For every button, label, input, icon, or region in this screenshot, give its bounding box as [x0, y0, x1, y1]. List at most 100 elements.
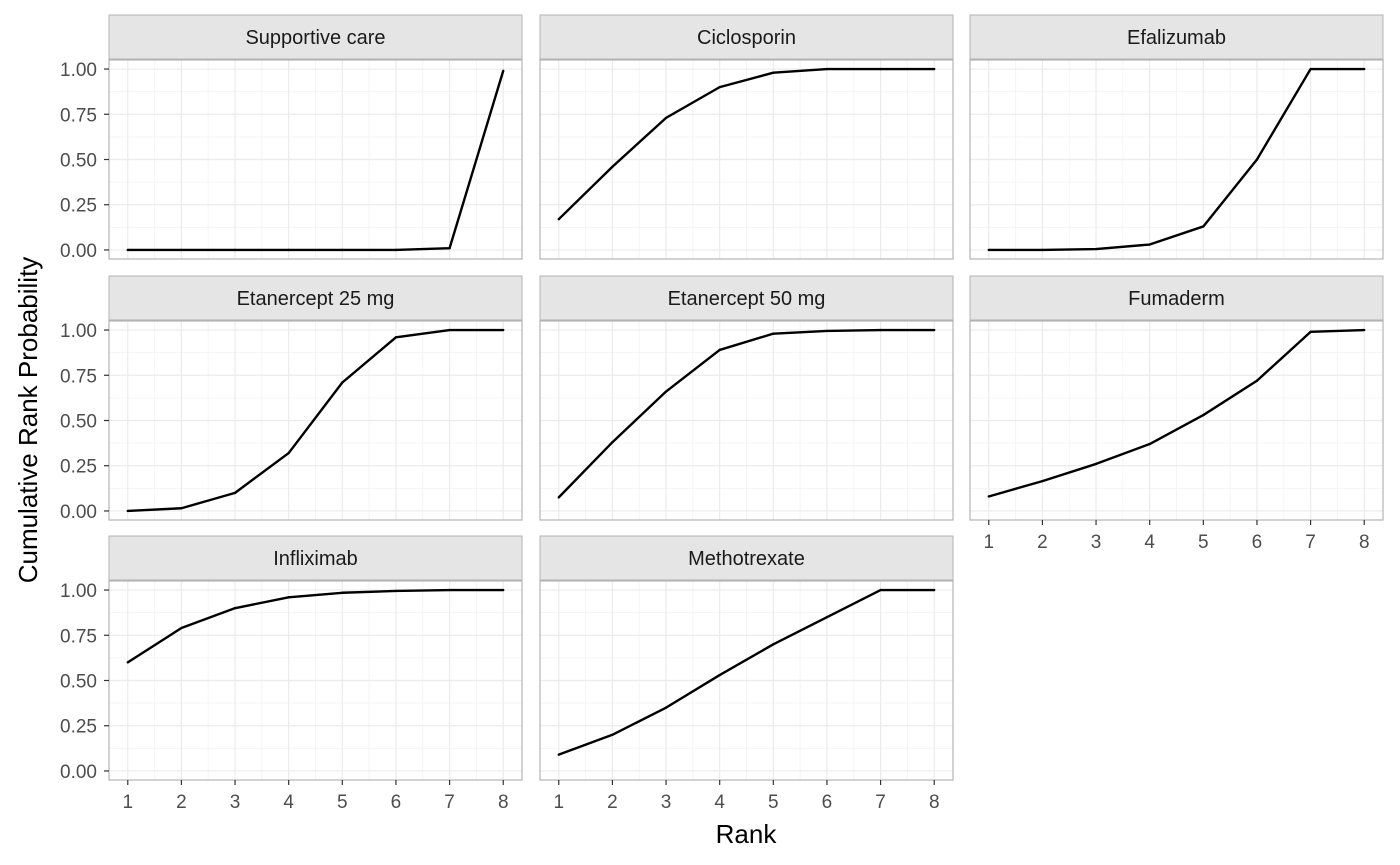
data-point [718, 85, 721, 89]
x-tick-label: 1 [122, 792, 133, 813]
data-point [933, 588, 936, 592]
data-point [1094, 247, 1098, 251]
x-axis-title: Rank [716, 819, 778, 849]
data-point [1255, 379, 1259, 382]
panel-border [969, 59, 1384, 260]
x-tick-label: 2 [607, 792, 618, 813]
data-point [180, 626, 183, 630]
facet-title: Fumaderm [1128, 288, 1225, 310]
y-tick-label: 0.25 [60, 196, 97, 217]
x-tick-label: 7 [444, 792, 455, 813]
facet-strip [539, 14, 954, 60]
data-point [1309, 67, 1312, 71]
data-point [448, 328, 451, 332]
data-point [718, 348, 721, 352]
x-tick-label: 7 [875, 792, 886, 813]
y-tick-label: 0.75 [60, 366, 97, 387]
x-tick-label: 4 [1144, 532, 1155, 553]
data-point [987, 495, 990, 498]
data-point [825, 67, 829, 71]
data-point [394, 336, 398, 339]
y-tick-label: 0.75 [60, 626, 97, 647]
facet-panel: Efalizumab [969, 14, 1384, 260]
x-tick-label: 6 [391, 792, 402, 813]
data-point [502, 588, 505, 592]
data-point [557, 496, 560, 499]
data-point [825, 329, 829, 333]
data-point [1363, 328, 1366, 332]
x-tick-label: 3 [1091, 532, 1102, 553]
data-point [180, 248, 183, 252]
y-tick-label: 0.00 [60, 762, 97, 783]
data-point [126, 661, 129, 664]
y-tick-label: 1.00 [60, 581, 97, 602]
data-point [987, 248, 990, 252]
facet-panel: Methotrexate 1 2 3 4 5 6 7 8 [539, 535, 954, 813]
x-tick-label: 2 [176, 792, 187, 813]
x-tick-label: 7 [1305, 532, 1316, 553]
facet-panel: Infliximab 0.00 0.25 0.50 0.75 1.00 1 2 3 4 5 6 7 8 [60, 535, 523, 813]
x-tick-label: 6 [1252, 532, 1263, 553]
data-point [287, 596, 290, 599]
x-tick-label: 5 [768, 792, 779, 813]
data-point [1309, 330, 1312, 334]
data-point [718, 673, 721, 677]
y-tick-label: 0.75 [60, 105, 97, 126]
facet-title: Efalizumab [1127, 27, 1226, 49]
y-tick-label: 0.00 [60, 241, 97, 262]
data-point [394, 248, 398, 252]
data-point [448, 246, 451, 250]
series-line [127, 328, 504, 513]
data-point [341, 381, 344, 384]
data-point [502, 69, 505, 73]
facet-panel: Fumaderm 1 2 3 4 5 6 7 8 [969, 275, 1384, 553]
data-point [557, 753, 560, 756]
data-point [1094, 462, 1098, 466]
series-line [127, 588, 504, 664]
data-point [1041, 248, 1044, 252]
data-point [825, 615, 829, 619]
data-point [1202, 225, 1205, 228]
y-tick-label: 0.25 [60, 457, 97, 478]
x-tick-label: 5 [1198, 532, 1209, 553]
data-point [664, 390, 668, 393]
panel-border [539, 580, 954, 781]
data-point [502, 328, 505, 332]
series-line [988, 328, 1365, 498]
facet-strip [108, 275, 523, 321]
series-line [558, 588, 935, 756]
facet-panel: Supportive care 0.00 0.25 0.50 0.75 1.00 [60, 14, 523, 262]
data-point [664, 706, 668, 709]
data-point [180, 507, 183, 510]
data-point [664, 116, 668, 120]
facet-strip [108, 14, 523, 60]
x-tick-label: 8 [929, 792, 940, 813]
x-tick-label: 1 [553, 792, 564, 813]
data-point [341, 591, 344, 594]
x-tick-label: 4 [283, 792, 294, 813]
data-point [933, 67, 936, 71]
facet-panel: Ciclosporin [539, 14, 954, 260]
facet-title: Infliximab [273, 548, 357, 570]
data-point [879, 588, 882, 592]
data-point [1148, 243, 1151, 246]
x-tick-label: 3 [661, 792, 672, 813]
x-tick-label: 5 [337, 792, 348, 813]
facet-panel: Etanercept 25 mg 0.00 0.25 0.50 0.75 1.00 [60, 275, 523, 523]
data-point [394, 589, 398, 593]
data-point [879, 328, 882, 332]
data-point [611, 165, 614, 168]
data-point [1255, 158, 1259, 161]
data-point [233, 491, 237, 495]
series-line [127, 70, 505, 252]
y-axis-title: Cumulative Rank Probability [13, 257, 43, 584]
data-point [1363, 67, 1366, 71]
data-point [772, 71, 775, 74]
data-point [557, 218, 560, 221]
data-point [448, 588, 451, 592]
y-tick-label: 0.50 [60, 412, 97, 433]
data-point [772, 332, 775, 335]
data-point [126, 248, 129, 252]
y-tick-label: 0.50 [60, 151, 97, 172]
data-point [126, 509, 129, 513]
